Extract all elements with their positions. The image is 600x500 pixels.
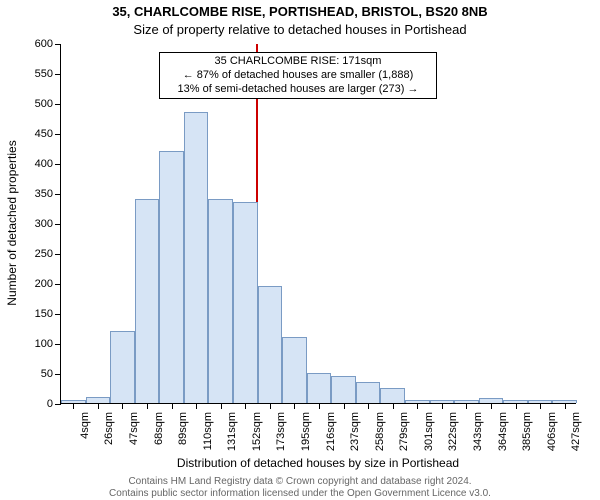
y-tick xyxy=(55,134,61,135)
histogram-bar xyxy=(331,376,356,403)
x-tick xyxy=(466,403,467,409)
annotation-box: 35 CHARLCOMBE RISE: 171sqm ← 87% of deta… xyxy=(159,52,437,99)
x-tick xyxy=(368,403,369,409)
x-tick xyxy=(172,403,173,409)
x-tick-label: 26sqm xyxy=(103,412,115,462)
x-tick-label: 173sqm xyxy=(275,412,287,462)
histogram-bar xyxy=(110,331,135,403)
x-tick-label: 427sqm xyxy=(570,412,582,462)
histogram-bar xyxy=(356,382,381,403)
x-tick-label: 343sqm xyxy=(472,412,484,462)
annotation-line3: 13% of semi-detached houses are larger (… xyxy=(164,83,432,97)
y-tick xyxy=(55,104,61,105)
x-tick xyxy=(319,403,320,409)
y-tick-label: 450 xyxy=(19,128,53,140)
y-tick-label: 50 xyxy=(19,368,53,380)
histogram-bar xyxy=(258,286,283,403)
y-tick-label: 500 xyxy=(19,98,53,110)
y-tick xyxy=(55,254,61,255)
x-tick xyxy=(442,403,443,409)
x-tick xyxy=(565,403,566,409)
y-tick-label: 600 xyxy=(19,38,53,50)
y-tick-label: 100 xyxy=(19,338,53,350)
x-tick-label: 216sqm xyxy=(325,412,337,462)
x-tick-label: 68sqm xyxy=(153,412,165,462)
footer-line1: Contains HM Land Registry data © Crown c… xyxy=(0,476,600,487)
y-tick xyxy=(55,284,61,285)
y-tick-label: 550 xyxy=(19,68,53,80)
x-tick xyxy=(245,403,246,409)
y-tick xyxy=(55,374,61,375)
x-tick-label: 279sqm xyxy=(398,412,410,462)
x-tick xyxy=(196,403,197,409)
x-tick-label: 322sqm xyxy=(447,412,459,462)
y-tick xyxy=(55,194,61,195)
x-tick xyxy=(491,403,492,409)
y-tick xyxy=(55,314,61,315)
histogram-bar xyxy=(159,151,184,403)
x-tick-label: 110sqm xyxy=(202,412,214,462)
x-tick-label: 131sqm xyxy=(226,412,238,462)
histogram-bar xyxy=(307,373,332,403)
x-tick xyxy=(516,403,517,409)
x-tick-label: 301sqm xyxy=(423,412,435,462)
x-tick xyxy=(393,403,394,409)
y-tick xyxy=(55,164,61,165)
y-tick-label: 300 xyxy=(19,218,53,230)
footer-line2: Contains public sector information licen… xyxy=(0,488,600,499)
histogram-bar xyxy=(233,202,258,403)
x-tick-label: 364sqm xyxy=(497,412,509,462)
x-tick-label: 237sqm xyxy=(349,412,361,462)
y-axis-label: Number of detached properties xyxy=(5,123,19,323)
y-tick-label: 150 xyxy=(19,308,53,320)
y-tick xyxy=(55,404,61,405)
x-tick-label: 89sqm xyxy=(177,412,189,462)
chart-title-subtitle: Size of property relative to detached ho… xyxy=(0,22,600,37)
y-tick-label: 0 xyxy=(19,398,53,410)
histogram-bar xyxy=(135,199,160,403)
x-tick xyxy=(73,403,74,409)
x-tick xyxy=(540,403,541,409)
histogram-bar xyxy=(380,388,405,403)
x-tick xyxy=(417,403,418,409)
x-tick-label: 47sqm xyxy=(128,412,140,462)
chart-container: 35, CHARLCOMBE RISE, PORTISHEAD, BRISTOL… xyxy=(0,0,600,500)
histogram-bar xyxy=(282,337,307,403)
x-tick xyxy=(270,403,271,409)
y-tick xyxy=(55,74,61,75)
x-tick-label: 152sqm xyxy=(251,412,263,462)
y-tick-label: 250 xyxy=(19,248,53,260)
x-tick-label: 258sqm xyxy=(374,412,386,462)
x-tick-label: 406sqm xyxy=(546,412,558,462)
annotation-line2: ← 87% of detached houses are smaller (1,… xyxy=(164,69,432,83)
y-tick-label: 350 xyxy=(19,188,53,200)
y-tick-label: 400 xyxy=(19,158,53,170)
x-tick-label: 4sqm xyxy=(79,412,91,462)
x-tick xyxy=(147,403,148,409)
y-tick-label: 200 xyxy=(19,278,53,290)
y-tick xyxy=(55,344,61,345)
histogram-bar xyxy=(208,199,233,403)
x-tick xyxy=(221,403,222,409)
x-tick xyxy=(122,403,123,409)
y-tick xyxy=(55,224,61,225)
x-tick-label: 385sqm xyxy=(521,412,533,462)
chart-title-address: 35, CHARLCOMBE RISE, PORTISHEAD, BRISTOL… xyxy=(0,4,600,19)
x-tick xyxy=(294,403,295,409)
histogram-bar xyxy=(184,112,209,403)
x-tick-label: 195sqm xyxy=(300,412,312,462)
x-tick xyxy=(344,403,345,409)
x-tick xyxy=(98,403,99,409)
y-tick xyxy=(55,44,61,45)
annotation-line1: 35 CHARLCOMBE RISE: 171sqm xyxy=(164,55,432,69)
